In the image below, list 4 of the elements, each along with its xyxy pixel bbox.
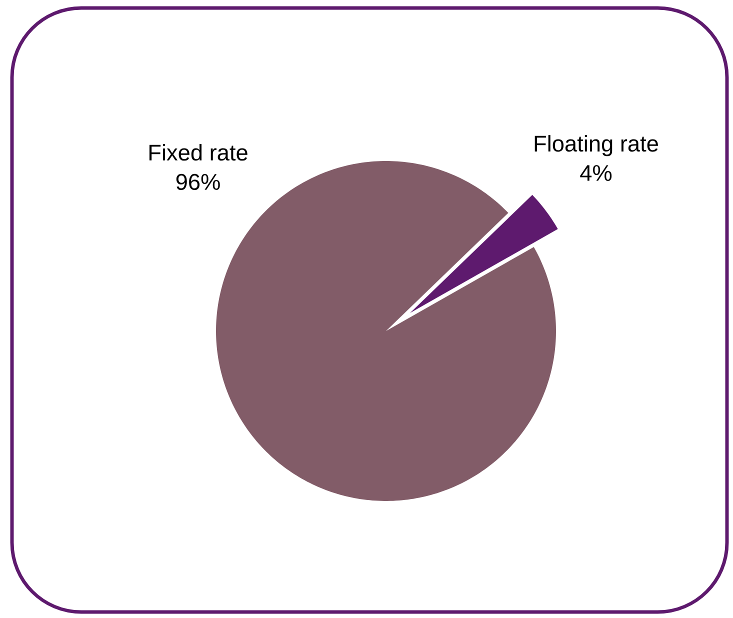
data-label: 96% [176,174,220,190]
slice-label: Fixed rate [149,144,248,161]
data-label: 4% [580,165,612,181]
slice-label: Floating rate [534,135,658,156]
